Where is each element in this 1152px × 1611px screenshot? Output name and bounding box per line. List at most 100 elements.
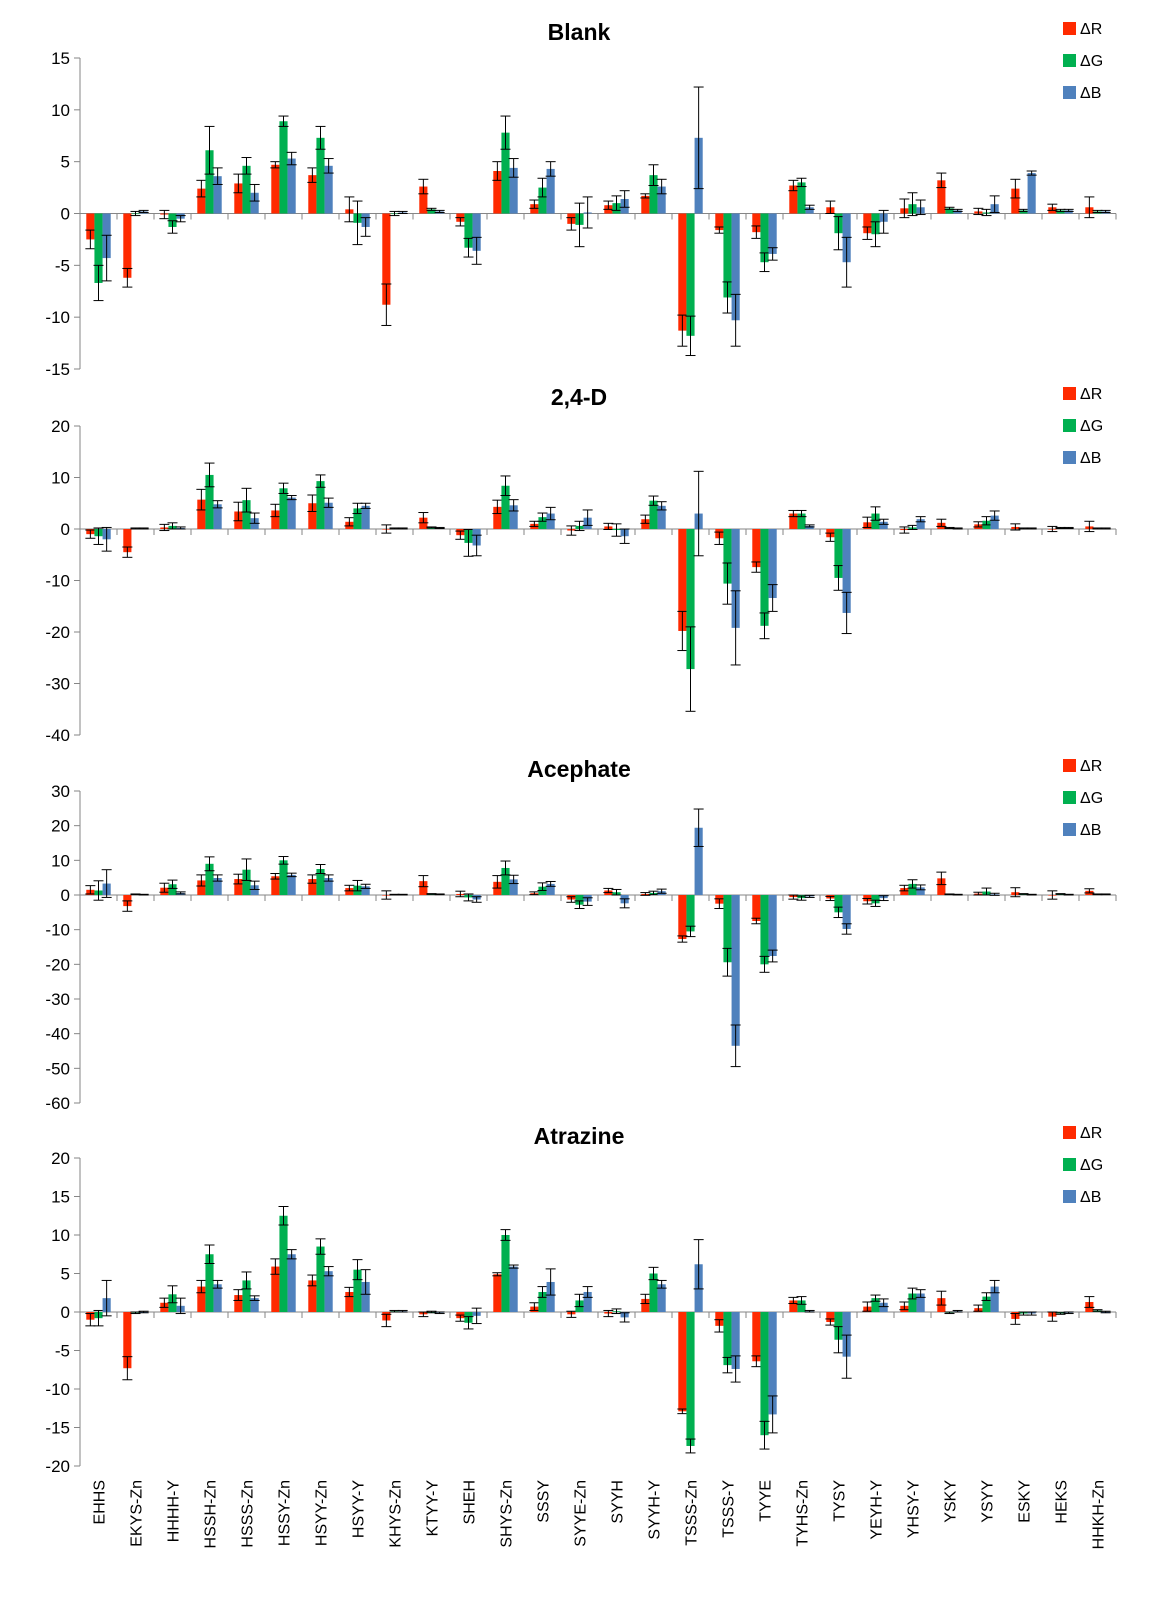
bar [1056, 210, 1065, 214]
legend-label: ΔB [1080, 1189, 1101, 1206]
bar [871, 895, 880, 904]
bar [797, 182, 806, 214]
bar [242, 869, 251, 895]
y-tick-label: -10 [45, 921, 70, 940]
bar [805, 525, 814, 529]
bar [900, 888, 909, 895]
x-category-label: SHYS-Zn [499, 1480, 516, 1548]
bar [279, 860, 288, 895]
bar [287, 497, 296, 529]
y-tick-label: 30 [51, 782, 70, 801]
bar [686, 529, 695, 670]
bar [316, 481, 325, 529]
bar [641, 195, 650, 214]
bar [509, 879, 518, 895]
legend-label: ΔB [1080, 85, 1101, 102]
bar [863, 213, 872, 234]
bar [1027, 173, 1036, 214]
bar [271, 510, 280, 529]
x-category-label: SHEH [462, 1480, 479, 1524]
y-tick-label: 10 [51, 1226, 70, 1245]
bar [789, 185, 798, 214]
bar [908, 883, 917, 895]
bar [752, 1312, 761, 1362]
bar [271, 1266, 280, 1312]
x-category-label: YSYY [980, 1480, 997, 1523]
bar [168, 213, 177, 227]
bar [686, 213, 695, 336]
y-tick-label: 10 [51, 469, 70, 488]
bar [353, 1269, 362, 1312]
bar [641, 519, 650, 529]
bar [686, 1312, 695, 1446]
bar [271, 876, 280, 895]
bar [641, 1298, 650, 1312]
x-category-label: SSSY [536, 1480, 553, 1523]
bar [197, 880, 206, 895]
x-category-label: HEKS [1054, 1480, 1071, 1524]
bar [937, 878, 946, 895]
bar [308, 175, 317, 214]
bar [546, 513, 555, 529]
bar [760, 529, 769, 626]
bar [345, 1291, 354, 1312]
bar [501, 485, 510, 529]
bar [546, 168, 555, 214]
x-category-label: SYYE-Zn [573, 1480, 590, 1547]
x-category-label: HSSH-Zn [203, 1480, 220, 1548]
y-tick-label: -20 [45, 955, 70, 974]
x-category-label: TSSS-Y [721, 1480, 738, 1538]
y-tick-label: -10 [45, 572, 70, 591]
bar [205, 150, 214, 214]
bar [752, 213, 761, 233]
bar [382, 213, 391, 305]
bar [493, 171, 502, 214]
bar [768, 895, 777, 957]
bar [308, 503, 317, 529]
y-tick-label: 10 [51, 851, 70, 870]
bar [657, 186, 666, 214]
bar [419, 186, 428, 214]
bar [234, 1295, 243, 1312]
bar [197, 499, 206, 529]
legend-swatch [1063, 451, 1076, 464]
bar [361, 1281, 370, 1312]
y-tick-label: -5 [55, 1342, 70, 1361]
bar [789, 1300, 798, 1312]
bar [715, 213, 724, 231]
bar [242, 500, 251, 529]
bar [871, 513, 880, 529]
bar [308, 879, 317, 895]
chart-title: 2,4-D [551, 384, 607, 410]
y-tick-label: -10 [45, 1380, 70, 1399]
bar [731, 895, 740, 1046]
bar [678, 1312, 687, 1412]
bar [316, 869, 325, 895]
bar [797, 513, 806, 529]
bar [538, 1291, 547, 1312]
bar [324, 502, 333, 529]
bar [213, 176, 222, 214]
legend-label: ΔR [1080, 21, 1102, 38]
x-category-label: TSSS-Zn [684, 1480, 701, 1546]
y-tick-label: -30 [45, 990, 70, 1009]
bar [213, 878, 222, 895]
bar [324, 1271, 333, 1312]
chart-panel-1: Blank -15 -10 -5 0 5 10 15 ΔR ΔG ΔB [45, 19, 1117, 379]
bar [678, 213, 687, 331]
bar [86, 213, 95, 240]
bar [205, 1254, 214, 1312]
y-tick-label: -10 [45, 308, 70, 327]
bar [649, 500, 658, 529]
bar [723, 895, 732, 963]
bar [324, 878, 333, 895]
bar [472, 213, 481, 251]
bar [213, 504, 222, 529]
bar [916, 1293, 925, 1312]
bar [538, 187, 547, 214]
bar [250, 885, 259, 895]
bar [501, 867, 510, 895]
legend-swatch [1063, 823, 1076, 836]
x-category-label: HSYY-Zn [314, 1480, 331, 1546]
x-category-label: TYSY [832, 1480, 849, 1522]
